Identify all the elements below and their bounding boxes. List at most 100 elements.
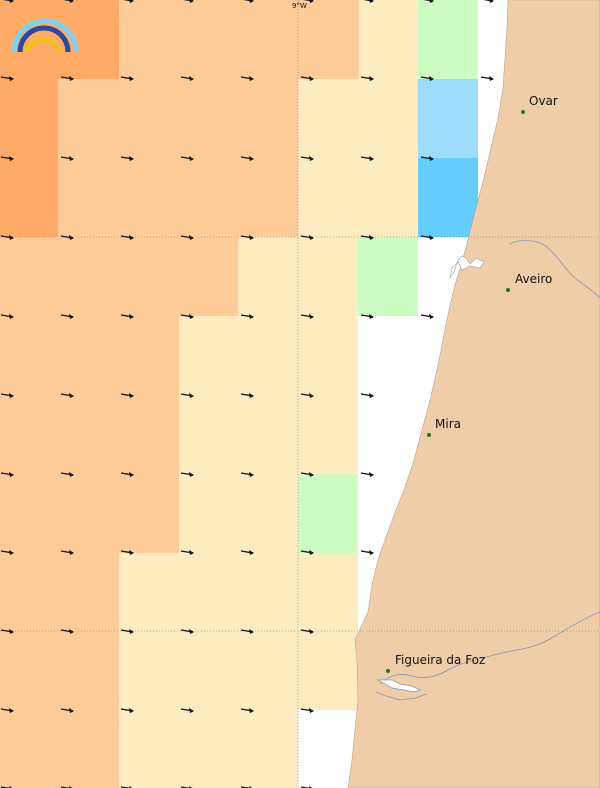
wind-arrow — [180, 708, 194, 713]
grid-cell — [0, 474, 179, 553]
wind-arrow — [180, 472, 194, 477]
wind-arrow — [0, 708, 14, 713]
wind-arrow — [123, 0, 134, 3]
wind-arrow — [360, 156, 374, 161]
mondego-channel — [375, 691, 427, 701]
wind-arrow — [60, 629, 74, 634]
wind-arrow — [420, 156, 434, 161]
wind-arrow — [240, 472, 254, 477]
wind-arrow — [3, 0, 14, 3]
arc-rainbow-logo — [11, 18, 79, 54]
wind-arrow — [180, 235, 194, 240]
grid-cell — [119, 0, 359, 79]
grid-cell — [358, 237, 418, 316]
mondego-estuary — [376, 679, 421, 693]
wind-arrow — [60, 314, 74, 319]
wind-arrow — [120, 235, 134, 240]
land-layer — [347, 0, 600, 788]
city-label-mira: Mira — [435, 417, 461, 431]
wind-arrow — [120, 629, 134, 634]
wind-arrow — [300, 235, 314, 240]
city-label-figueira-da-foz: Figueira da Foz — [395, 653, 486, 667]
grid-cell — [119, 710, 298, 788]
wind-arrow — [363, 0, 374, 3]
wind-arrow — [0, 629, 14, 634]
wind-arrow — [180, 314, 194, 319]
grid-cell — [359, 0, 418, 79]
wind-arrow — [60, 472, 74, 477]
wave-height-grid — [0, 0, 478, 788]
wind-arrow — [60, 76, 74, 81]
wind-arrow — [303, 0, 314, 3]
river-mondego — [379, 611, 600, 685]
wind-arrow — [360, 393, 374, 398]
wind-arrow — [240, 708, 254, 713]
city-dot-mira — [427, 433, 431, 437]
wind-arrow — [120, 156, 134, 161]
wind-arrow — [180, 629, 194, 634]
wind-arrow — [420, 235, 434, 240]
wind-arrow — [60, 235, 74, 240]
river-vouga — [509, 240, 600, 299]
wind-arrow — [0, 314, 14, 319]
city-label-ovar: Ovar — [529, 94, 558, 108]
wind-arrow — [120, 708, 134, 713]
wind-arrow — [63, 0, 74, 3]
grid-cell — [418, 158, 478, 237]
wind-arrow — [120, 472, 134, 477]
grid-cell — [0, 0, 119, 79]
wind-arrows — [0, 0, 494, 788]
grid-cell — [418, 0, 478, 79]
wind-arrow — [120, 550, 134, 555]
wind-arrow — [240, 629, 254, 634]
wind-arrow — [423, 0, 434, 3]
wind-arrow — [0, 472, 14, 477]
grid-cell — [119, 553, 358, 710]
city-dot-ovar — [521, 110, 525, 114]
wind-arrow — [0, 235, 14, 240]
city-markers — [386, 110, 525, 673]
grid-cell — [0, 79, 58, 158]
city-label-aveiro: Aveiro — [515, 272, 553, 286]
wind-arrow — [360, 472, 374, 477]
wind-arrow — [60, 393, 74, 398]
wind-arrow — [420, 314, 434, 319]
aveiro-lagoon — [449, 255, 485, 279]
wind-arrow — [360, 550, 374, 555]
wind-arrow — [300, 472, 314, 477]
coastline-land — [347, 0, 600, 788]
wind-arrow — [240, 550, 254, 555]
wind-arrow — [300, 629, 314, 634]
grid-cell — [179, 316, 358, 474]
wind-arrow — [120, 314, 134, 319]
wind-arrow — [180, 76, 194, 81]
wind-arrow — [60, 156, 74, 161]
city-dot-figueira — [386, 669, 390, 673]
wind-arrow — [180, 156, 194, 161]
wind-arrow — [0, 393, 14, 398]
wind-arrow — [360, 314, 374, 319]
wind-arrow — [240, 235, 254, 240]
grid-cell — [418, 79, 478, 158]
wind-arrow — [300, 76, 314, 81]
grid-cell — [58, 79, 298, 158]
wind-arrow — [300, 393, 314, 398]
wind-arrow — [480, 76, 494, 81]
grid-cell — [298, 158, 418, 237]
wind-arrow — [300, 156, 314, 161]
grid-cell — [0, 710, 119, 788]
wind-arrow — [120, 393, 134, 398]
wind-arrow — [180, 550, 194, 555]
wind-arrow — [60, 550, 74, 555]
grid-cell — [179, 474, 298, 553]
wind-arrow — [0, 156, 14, 161]
wind-arrow — [183, 0, 194, 3]
wind-arrow — [420, 76, 434, 81]
wind-arrow — [300, 314, 314, 319]
wind-arrow — [300, 708, 314, 713]
wind-arrow — [240, 156, 254, 161]
wind-arrow — [300, 550, 314, 555]
wind-arrow — [360, 76, 374, 81]
